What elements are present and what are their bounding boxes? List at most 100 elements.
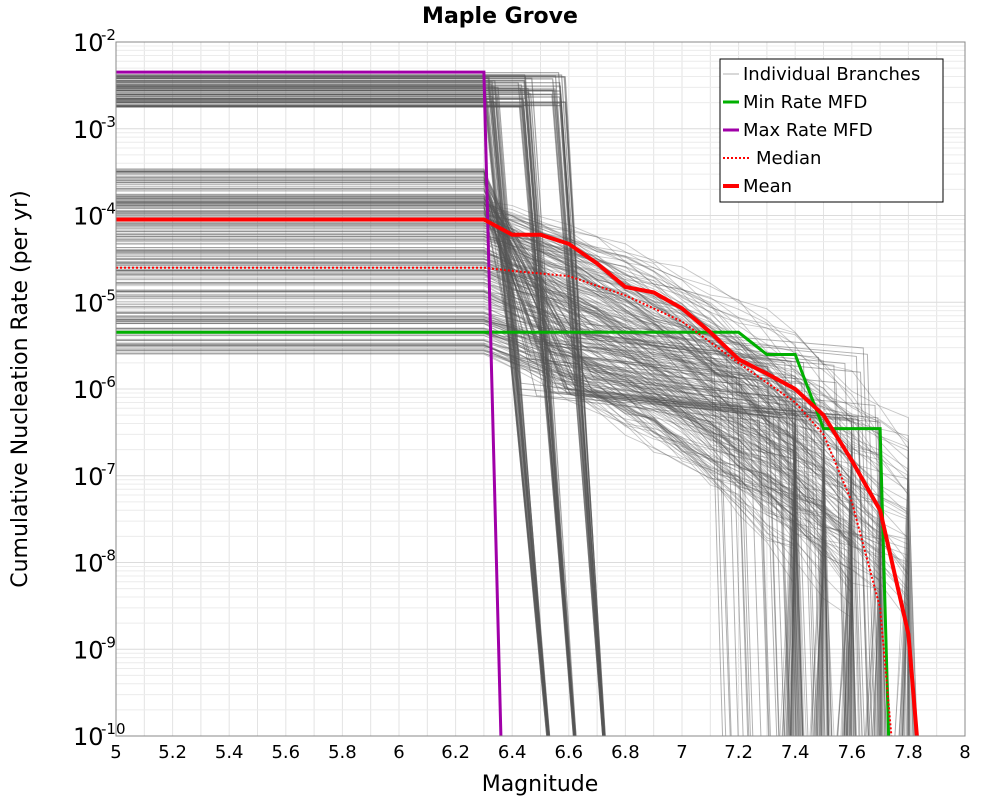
branch-line <box>116 185 762 736</box>
branch-line <box>116 294 909 736</box>
branch-line <box>116 202 732 736</box>
legend-item-branches: Individual Branches <box>723 64 920 85</box>
branch-line <box>116 171 863 736</box>
branch-line <box>116 89 606 736</box>
branch-line <box>116 201 887 736</box>
branch-line <box>116 171 790 736</box>
branch-line <box>116 177 814 736</box>
branch-line <box>116 342 914 736</box>
y-tick-label: 10-6 <box>73 373 116 404</box>
branch-line <box>116 327 853 736</box>
branch-line <box>116 173 870 736</box>
branch-line <box>116 234 853 736</box>
branch-line <box>116 332 881 736</box>
branch-line <box>116 304 881 736</box>
branch-line <box>116 179 801 736</box>
branch-line <box>116 224 798 736</box>
branch-line <box>116 291 856 736</box>
y-tick-exponent: -8 <box>101 547 116 565</box>
branch-line <box>116 323 887 736</box>
branch-line <box>116 343 824 736</box>
y-tick-exponent: -5 <box>101 286 116 304</box>
legend-item-min: Min Rate MFD <box>723 92 867 113</box>
branch-line <box>116 261 833 736</box>
branch-line <box>116 290 881 736</box>
branch-line <box>116 345 881 736</box>
branch-line <box>116 298 797 736</box>
branch-line <box>116 239 824 736</box>
branch-line <box>116 242 881 736</box>
branch-line <box>116 335 824 736</box>
branch-line <box>116 74 605 736</box>
branch-line <box>116 313 882 736</box>
y-tick-base: 10 <box>73 29 104 57</box>
y-axis-label: Cumulative Nucleation Rate (per yr) <box>8 190 33 588</box>
x-tick-label: 7.2 <box>724 742 753 763</box>
branch-line <box>116 289 914 736</box>
branch-line <box>116 202 797 736</box>
legend-item-median: Median <box>723 148 821 169</box>
branch-line <box>116 172 857 736</box>
branch-line <box>116 187 739 736</box>
x-tick-label: 6.4 <box>498 742 527 763</box>
branch-line <box>116 217 796 736</box>
branch-line <box>116 346 911 736</box>
branch-line <box>116 300 824 736</box>
legend-label: Median <box>756 148 821 169</box>
y-tick-exponent: -6 <box>101 373 116 391</box>
branch-line <box>116 223 796 736</box>
branch-line <box>116 195 804 736</box>
branch-line <box>116 193 778 736</box>
branch-line <box>116 171 749 736</box>
y-tick-base: 10 <box>73 550 104 578</box>
y-tick-base: 10 <box>73 116 104 144</box>
branch-line <box>116 290 881 736</box>
branch-line <box>116 346 853 736</box>
branch-line <box>116 350 853 736</box>
branch-line <box>116 340 856 736</box>
branch-line <box>116 322 911 736</box>
branch-line <box>116 200 829 736</box>
branch-line <box>116 259 799 736</box>
y-tick-label: 10-5 <box>73 286 116 317</box>
branch-line <box>116 338 824 736</box>
branch-line <box>116 274 796 736</box>
y-tick-base: 10 <box>73 376 104 404</box>
branch-line <box>116 320 853 736</box>
legend-box <box>719 58 944 203</box>
branch-line <box>116 281 824 736</box>
branch-line <box>116 347 854 736</box>
branch-line <box>116 233 825 736</box>
branch-line <box>116 316 909 736</box>
branch-line <box>116 190 792 736</box>
y-tick-exponent: -3 <box>101 113 116 131</box>
branch-line <box>116 319 853 736</box>
branch-line <box>116 199 785 736</box>
branch-line <box>116 319 881 736</box>
branch-line <box>116 329 909 736</box>
branch-line <box>116 328 881 736</box>
branch-line <box>116 219 824 736</box>
branch-line <box>116 290 853 736</box>
branch-line <box>116 320 853 736</box>
branch-line <box>116 283 796 736</box>
y-tick-base: 10 <box>73 289 104 317</box>
branch-line <box>116 323 856 736</box>
branch-line <box>116 308 909 736</box>
branch-line <box>116 340 853 736</box>
branch-line <box>116 283 884 736</box>
branch-line <box>116 182 731 736</box>
branch-line <box>116 209 796 736</box>
x-tick-label: 8 <box>959 742 970 763</box>
branch-line <box>116 281 829 736</box>
branch-line <box>116 264 881 736</box>
branch-line <box>116 168 791 736</box>
branch-line <box>116 229 853 736</box>
branch-line <box>116 201 824 736</box>
branch-line <box>116 227 854 736</box>
branch-line <box>116 257 881 736</box>
x-tick-label: 6 <box>393 742 404 763</box>
branch-line <box>116 321 854 736</box>
branch-line <box>116 250 853 736</box>
branch-line <box>116 101 606 736</box>
